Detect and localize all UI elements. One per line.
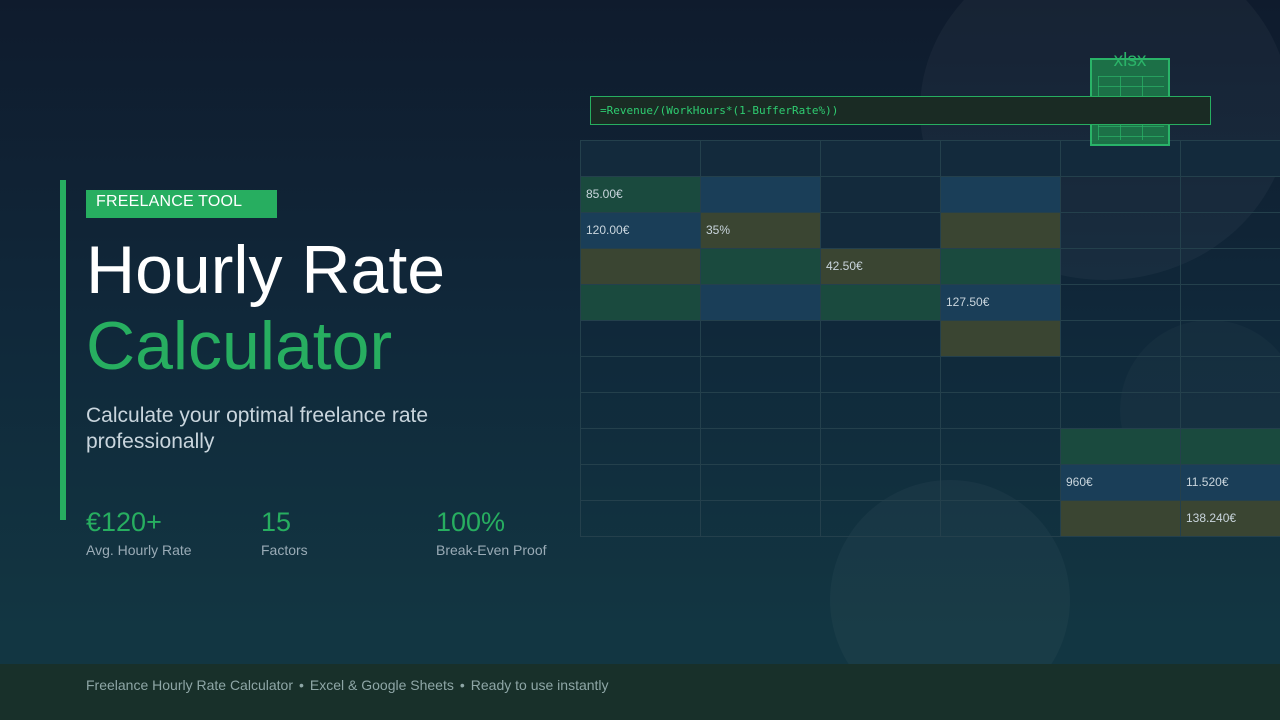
sheet-cell: [940, 176, 1061, 213]
sheet-cell: [940, 356, 1061, 393]
sheet-cell: [700, 176, 821, 213]
sheet-cell: [700, 248, 821, 285]
sheet-cell: [820, 428, 941, 465]
sheet-cell: [940, 140, 1061, 177]
page-subtitle: Calculate your optimal freelance rate pr…: [86, 404, 429, 453]
sheet-cell: 35%: [700, 212, 821, 249]
footer-separator: •: [459, 677, 465, 693]
sheet-cell: [940, 212, 1061, 249]
footer-item: Freelance Hourly Rate Calculator: [86, 677, 293, 693]
sheet-cell: [700, 392, 821, 429]
sheet-cell: [820, 140, 941, 177]
sheet-cell: [940, 464, 1061, 501]
sheet-cell: [1180, 176, 1280, 213]
sheet-cell: [700, 320, 821, 357]
stat-label: Factors: [261, 542, 308, 558]
sheet-cell: [940, 392, 1061, 429]
sheet-cell: 138.240€: [1180, 500, 1280, 537]
sheet-cell: [580, 392, 701, 429]
sheet-cell: [700, 356, 821, 393]
sheet-cell: [700, 428, 821, 465]
sheet-cell: [940, 320, 1061, 357]
sheet-cell: [580, 284, 701, 321]
sheet-cell: [820, 464, 941, 501]
sheet-cell: [700, 140, 821, 177]
sheet-cell: [940, 500, 1061, 537]
sheet-cell: [1060, 284, 1181, 321]
sheet-cell: [1060, 176, 1181, 213]
sheet-cell: [940, 248, 1061, 285]
sheet-cell: [1180, 212, 1280, 249]
stat-value: €120+: [86, 507, 162, 537]
sheet-cell: [1060, 212, 1181, 249]
sheet-cell: [1180, 284, 1280, 321]
sheet-cell: [820, 392, 941, 429]
stat-factors: 15 Factors: [261, 506, 308, 559]
stat-break-even-proof: 100% Break-Even Proof: [436, 506, 547, 559]
stat-value: 100%: [436, 507, 506, 537]
sheet-cell: [1060, 356, 1181, 393]
sheet-cell: [580, 356, 701, 393]
sheet-cell: [1180, 320, 1280, 357]
sheet-cell: [1060, 320, 1181, 357]
sheet-cell: [1180, 392, 1280, 429]
accent-bar: [60, 180, 66, 520]
sheet-cell: [580, 428, 701, 465]
sheet-cell: [820, 176, 941, 213]
page-title-line-2: Calculator: [86, 308, 393, 384]
sheet-cell: [700, 500, 821, 537]
spreadsheet-grid: 85.00€ 120.00€ 35% 42.50€ 127.50€ 960€ 11.520€…: [580, 140, 1280, 537]
sheet-cell: 42.50€: [820, 248, 941, 285]
sheet-cell: [1060, 500, 1181, 537]
sheet-cell: [1180, 356, 1280, 393]
stat-avg-hourly-rate: €120+ Avg. Hourly Rate: [86, 506, 192, 559]
footer-text: Freelance Hourly Rate Calculator • Excel &…: [86, 676, 609, 694]
footer-item: Ready to use instantly: [470, 677, 609, 693]
category-badge: FREELANCE TOOL: [86, 190, 277, 218]
sheet-cell: [1180, 248, 1280, 285]
sheet-cell: [1180, 428, 1280, 465]
formula-bar: =Revenue/(WorkHours*(1-BufferRate%)): [590, 96, 1211, 125]
sheet-cell: 127.50€: [940, 284, 1061, 321]
sheet-cell: [580, 500, 701, 537]
sheet-cell: 11.520€: [1180, 464, 1280, 501]
stat-value: 15: [261, 507, 292, 537]
sheet-cell: [1060, 392, 1181, 429]
sheet-cell: [820, 320, 941, 357]
sheet-cell: [1060, 248, 1181, 285]
sheet-cell: [820, 500, 941, 537]
page-title-line-1: Hourly Rate: [86, 232, 446, 308]
sheet-cell: [580, 140, 701, 177]
footer-bar: Freelance Hourly Rate Calculator • Excel &…: [0, 664, 1280, 720]
sheet-cell: [580, 248, 701, 285]
sheet-cell: 120.00€: [580, 212, 701, 249]
footer-item: Excel & Google Sheets: [309, 677, 454, 693]
sheet-cell: [700, 464, 821, 501]
sheet-cell: 85.00€: [580, 176, 701, 213]
file-extension-label: xlsx: [1113, 50, 1147, 71]
sheet-cell: [1060, 428, 1181, 465]
sheet-cell: [820, 284, 941, 321]
sheet-cell: [1180, 140, 1280, 177]
sheet-cell: [580, 320, 701, 357]
sheet-cell: 960€: [1060, 464, 1181, 501]
sheet-cell: [940, 428, 1061, 465]
sheet-cell: [820, 356, 941, 393]
sheet-cell: [700, 284, 821, 321]
sheet-cell: [580, 464, 701, 501]
footer-separator: •: [298, 677, 304, 693]
sheet-cell: [820, 212, 941, 249]
stat-label: Avg. Hourly Rate: [86, 542, 192, 558]
stat-label: Break-Even Proof: [436, 542, 547, 558]
